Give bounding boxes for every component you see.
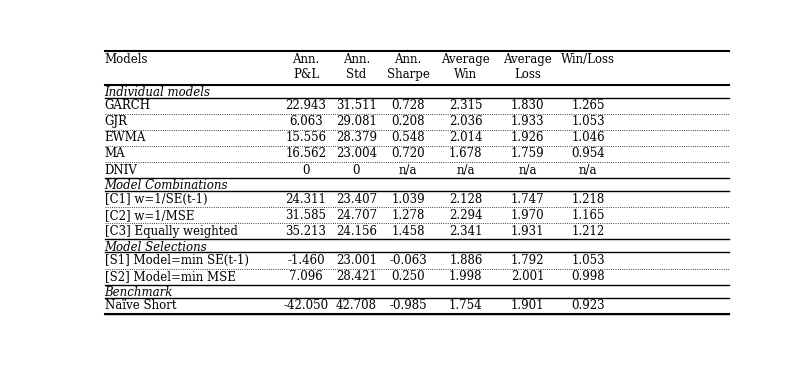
- Text: 1.278: 1.278: [391, 209, 424, 222]
- Text: Individual models: Individual models: [105, 86, 210, 99]
- Text: 35.213: 35.213: [285, 225, 326, 238]
- Text: 1.998: 1.998: [448, 270, 482, 283]
- Text: 31.511: 31.511: [336, 99, 376, 112]
- Text: EWMA: EWMA: [105, 131, 146, 144]
- Text: 1.165: 1.165: [570, 209, 604, 222]
- Text: Models: Models: [105, 53, 148, 66]
- Text: 7.096: 7.096: [289, 270, 323, 283]
- Text: n/a: n/a: [398, 164, 417, 177]
- Text: n/a: n/a: [517, 164, 536, 177]
- Text: 1.053: 1.053: [570, 254, 604, 267]
- Text: 1.830: 1.830: [510, 99, 543, 112]
- Text: 23.407: 23.407: [336, 193, 376, 206]
- Text: 0.923: 0.923: [570, 299, 604, 312]
- Text: 2.014: 2.014: [448, 131, 482, 144]
- Text: 1.926: 1.926: [510, 131, 543, 144]
- Text: 42.708: 42.708: [336, 299, 376, 312]
- Text: 0: 0: [302, 164, 309, 177]
- Text: 31.585: 31.585: [285, 209, 326, 222]
- Text: 29.081: 29.081: [336, 115, 376, 128]
- Text: 2.001: 2.001: [510, 270, 543, 283]
- Text: Model Selections: Model Selections: [105, 241, 207, 254]
- Text: Ann.
Std: Ann. Std: [342, 53, 370, 81]
- Text: 24.707: 24.707: [336, 209, 376, 222]
- Text: Naïve Short: Naïve Short: [105, 299, 176, 312]
- Text: 1.046: 1.046: [570, 131, 604, 144]
- Text: [C1] w=1/SE(t-1): [C1] w=1/SE(t-1): [105, 193, 207, 206]
- Text: 2.128: 2.128: [448, 193, 482, 206]
- Text: 1.678: 1.678: [448, 147, 482, 161]
- Text: 1.039: 1.039: [391, 193, 424, 206]
- Text: 1.458: 1.458: [391, 225, 424, 238]
- Text: [S2] Model=min MSE: [S2] Model=min MSE: [105, 270, 235, 283]
- Text: Model Combinations: Model Combinations: [105, 179, 228, 192]
- Text: -42.050: -42.050: [283, 299, 328, 312]
- Text: Win/Loss: Win/Loss: [560, 53, 614, 66]
- Text: 0.720: 0.720: [391, 147, 424, 161]
- Text: 1.759: 1.759: [510, 147, 543, 161]
- Text: 1.792: 1.792: [510, 254, 543, 267]
- Text: 22.943: 22.943: [285, 99, 326, 112]
- Text: -1.460: -1.460: [287, 254, 324, 267]
- Text: -0.985: -0.985: [388, 299, 427, 312]
- Text: 1.901: 1.901: [510, 299, 543, 312]
- Text: 1.970: 1.970: [510, 209, 543, 222]
- Text: 23.001: 23.001: [336, 254, 376, 267]
- Text: 1.265: 1.265: [570, 99, 604, 112]
- Text: 28.421: 28.421: [336, 270, 376, 283]
- Text: 0.728: 0.728: [391, 99, 424, 112]
- Text: 1.931: 1.931: [510, 225, 543, 238]
- Text: 1.886: 1.886: [448, 254, 482, 267]
- Text: 1.218: 1.218: [571, 193, 604, 206]
- Text: n/a: n/a: [456, 164, 474, 177]
- Text: 0: 0: [352, 164, 359, 177]
- Text: 24.311: 24.311: [285, 193, 326, 206]
- Text: 1.933: 1.933: [510, 115, 543, 128]
- Text: [C2] w=1/MSE: [C2] w=1/MSE: [105, 209, 194, 222]
- Text: 15.556: 15.556: [285, 131, 326, 144]
- Text: Ann.
Sharpe: Ann. Sharpe: [386, 53, 429, 81]
- Text: 0.998: 0.998: [570, 270, 604, 283]
- Text: GARCH: GARCH: [105, 99, 151, 112]
- Text: 1.754: 1.754: [448, 299, 482, 312]
- Text: 1.212: 1.212: [571, 225, 604, 238]
- Text: 23.004: 23.004: [336, 147, 376, 161]
- Text: 0.250: 0.250: [391, 270, 424, 283]
- Text: 0.208: 0.208: [391, 115, 424, 128]
- Text: -0.063: -0.063: [388, 254, 427, 267]
- Text: [S1] Model=min SE(t-1): [S1] Model=min SE(t-1): [105, 254, 248, 267]
- Text: GJR: GJR: [105, 115, 127, 128]
- Text: n/a: n/a: [578, 164, 596, 177]
- Text: 0.954: 0.954: [570, 147, 604, 161]
- Text: [C3] Equally weighted: [C3] Equally weighted: [105, 225, 238, 238]
- Text: DNIV: DNIV: [105, 164, 137, 177]
- Text: Ann.
P&L: Ann. P&L: [292, 53, 320, 81]
- Text: 24.156: 24.156: [336, 225, 376, 238]
- Text: 28.379: 28.379: [336, 131, 376, 144]
- Text: Average
Win: Average Win: [441, 53, 490, 81]
- Text: Benchmark: Benchmark: [105, 286, 173, 299]
- Text: 2.315: 2.315: [448, 99, 482, 112]
- Text: 6.063: 6.063: [289, 115, 323, 128]
- Text: 2.341: 2.341: [448, 225, 482, 238]
- Text: Average
Loss: Average Loss: [503, 53, 551, 81]
- Text: MA: MA: [105, 147, 125, 161]
- Text: 1.053: 1.053: [570, 115, 604, 128]
- Text: 2.036: 2.036: [448, 115, 482, 128]
- Text: 1.747: 1.747: [510, 193, 543, 206]
- Text: 2.294: 2.294: [448, 209, 482, 222]
- Text: 16.562: 16.562: [285, 147, 326, 161]
- Text: 0.548: 0.548: [391, 131, 424, 144]
